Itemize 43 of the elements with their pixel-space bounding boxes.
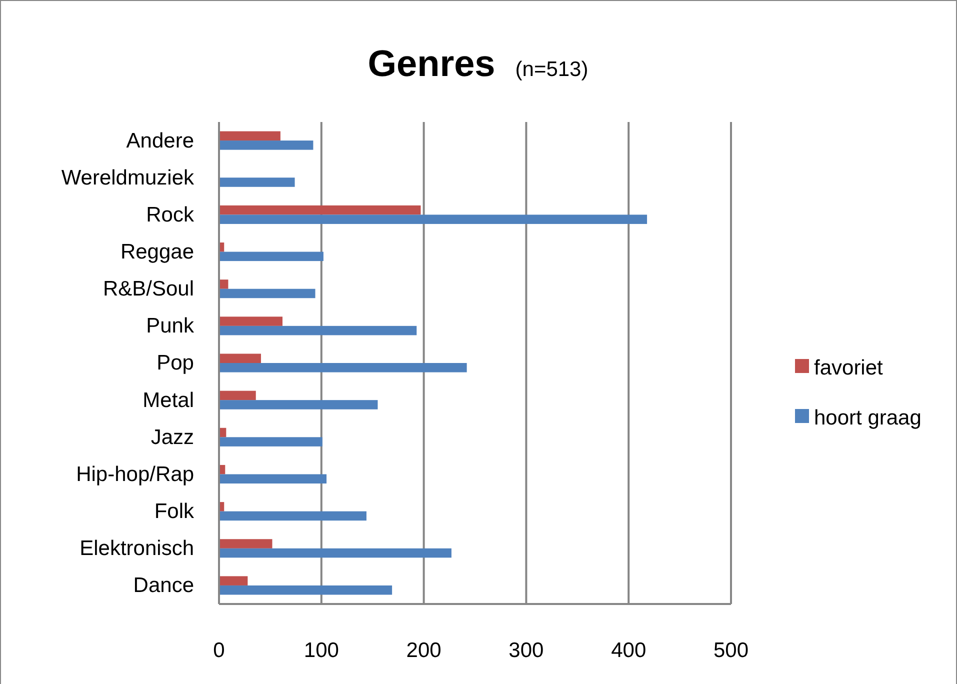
bar [219,511,366,521]
y-tick-label: Rock [146,203,194,226]
bar [219,576,248,586]
bar [219,474,327,484]
x-tick-label: 300 [508,638,544,662]
x-tick-label: 500 [713,638,749,662]
legend-label: favoriet [814,356,884,380]
y-tick-label: Hip-hop/Rap [76,462,194,486]
y-tick-label: Wereldmuziek [61,166,194,190]
y-tick-label: Metal [142,388,194,412]
bar [219,354,261,363]
y-tick-label: Punk [146,314,194,338]
bar [219,390,256,400]
bar [219,548,452,558]
y-tick-label: Folk [154,500,194,524]
x-tick-label: 400 [611,638,646,662]
y-tick-label: Pop [156,352,194,375]
y-tick-label: R&B/Soul [102,278,194,301]
bar [219,585,392,595]
bar [219,131,280,141]
x-tick-label: 100 [304,638,339,662]
legend-label: hoort graag [814,406,922,430]
y-tick-label: Jazz [150,426,194,449]
bar [219,363,467,372]
bar [219,178,295,187]
x-tick-label: 0 [213,638,225,662]
chart-subtitle: (n=513) [515,58,588,81]
bar [219,140,314,150]
chart-title: Genres [368,43,496,84]
y-tick-label: Reggae [120,240,194,264]
y-tick-label: Andere [126,129,194,152]
bar [219,539,272,548]
bar [219,252,324,262]
bar [219,205,421,215]
y-tick-label: Elektronisch [80,537,194,560]
y-tick-label: Dance [133,574,194,598]
bar [219,326,417,336]
bar [219,400,378,410]
bar [219,288,316,298]
bar [219,437,322,446]
bar [219,214,648,224]
bar [219,316,282,326]
x-tick-label: 200 [406,638,442,662]
